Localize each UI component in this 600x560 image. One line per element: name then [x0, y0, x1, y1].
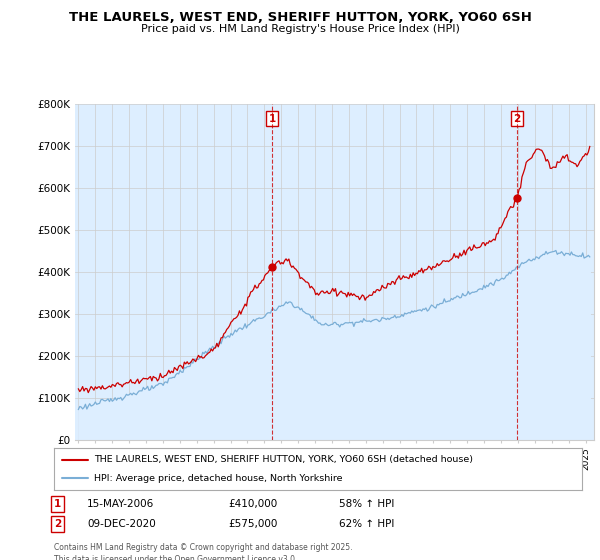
- Text: 62% ↑ HPI: 62% ↑ HPI: [339, 519, 394, 529]
- Text: £575,000: £575,000: [228, 519, 277, 529]
- Text: £410,000: £410,000: [228, 499, 277, 509]
- Text: 2: 2: [54, 519, 61, 529]
- Text: Contains HM Land Registry data © Crown copyright and database right 2025.
This d: Contains HM Land Registry data © Crown c…: [54, 543, 353, 560]
- Text: THE LAURELS, WEST END, SHERIFF HUTTON, YORK, YO60 6SH: THE LAURELS, WEST END, SHERIFF HUTTON, Y…: [68, 11, 532, 24]
- Text: THE LAURELS, WEST END, SHERIFF HUTTON, YORK, YO60 6SH (detached house): THE LAURELS, WEST END, SHERIFF HUTTON, Y…: [94, 455, 473, 464]
- Text: 1: 1: [54, 499, 61, 509]
- Text: 1: 1: [268, 114, 275, 124]
- Text: 2: 2: [513, 114, 521, 124]
- Text: 58% ↑ HPI: 58% ↑ HPI: [339, 499, 394, 509]
- Text: 15-MAY-2006: 15-MAY-2006: [87, 499, 154, 509]
- Text: Price paid vs. HM Land Registry's House Price Index (HPI): Price paid vs. HM Land Registry's House …: [140, 24, 460, 34]
- Text: HPI: Average price, detached house, North Yorkshire: HPI: Average price, detached house, Nort…: [94, 474, 342, 483]
- Text: 09-DEC-2020: 09-DEC-2020: [87, 519, 156, 529]
